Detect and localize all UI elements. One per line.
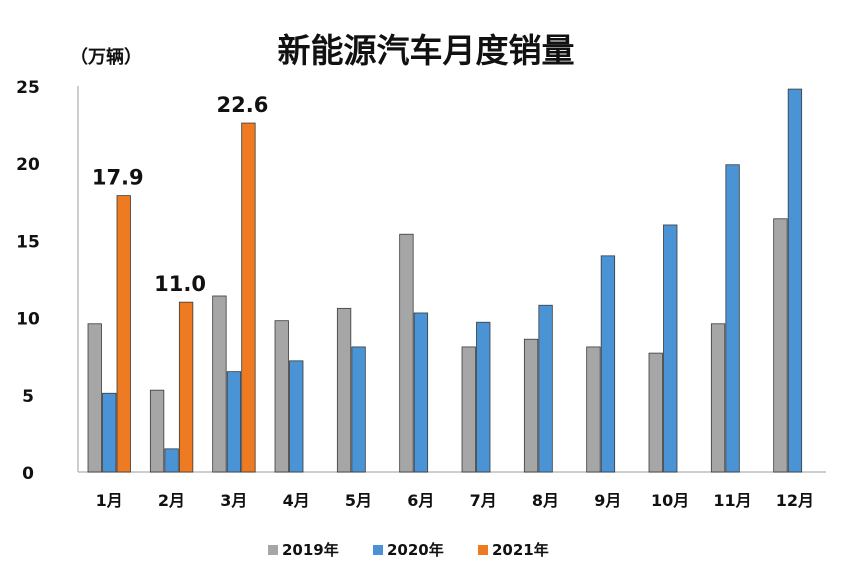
bar-2020年-11月 [725, 164, 740, 473]
legend-label: 2020年 [387, 541, 444, 559]
bar-2019年-11月 [710, 323, 726, 473]
bar-2019年-5月 [336, 307, 352, 473]
bar-2020年-5月 [351, 346, 366, 473]
bar-2021年-2月 [178, 301, 194, 473]
bar-2020年-2月 [164, 448, 179, 473]
bar-2020年-10月 [663, 224, 678, 473]
legend-label: 2021年 [492, 541, 549, 559]
bar-2019年-3月 [212, 295, 227, 473]
bar-2019年-10月 [648, 352, 663, 473]
data-label: 17.9 [92, 166, 144, 190]
bar-2019年-7月 [461, 346, 476, 473]
bar-2019年-8月 [523, 338, 539, 473]
bar-2019年-12月 [773, 218, 788, 473]
y-tick-label: 15 [16, 232, 40, 252]
bar-2019年-9月 [586, 346, 601, 473]
axes-group: 0 5 10 15 20 25 1月 2月 3月 4月 5月 6月 7月 8月 9月 10月 11月 12月 [16, 78, 826, 510]
bar-2020年-7月 [476, 321, 491, 473]
bar-2020年-8月 [538, 304, 553, 473]
y-tick-label: 25 [16, 78, 40, 98]
y-axis-unit-label: （万辆） [70, 47, 142, 68]
bar-2021年-3月 [241, 122, 256, 473]
x-tick-label: 10月 [651, 491, 689, 510]
bar-2019年-6月 [399, 233, 414, 473]
y-tick-label: 5 [22, 387, 34, 407]
data-label: 11.0 [154, 272, 206, 296]
legend-swatch [478, 545, 488, 555]
data-label: 22.6 [217, 93, 269, 117]
y-tick-label: 10 [16, 310, 40, 330]
bar-2020年-3月 [226, 371, 242, 473]
bar-2020年-4月 [289, 360, 304, 473]
y-tick-label: 20 [16, 155, 40, 175]
bar-2020年-6月 [413, 312, 429, 473]
x-tick-label: 1月 [96, 491, 123, 510]
bar-2019年-4月 [274, 320, 289, 473]
y-tick-label: 0 [22, 464, 34, 484]
x-tick-label: 3月 [220, 491, 247, 510]
legend-label: 2019年 [282, 541, 339, 559]
x-tick-label: 4月 [283, 491, 310, 510]
bars-group [87, 88, 803, 473]
bar-2020年-9月 [600, 255, 616, 473]
legend-swatch [268, 545, 278, 555]
x-tick-label: 11月 [713, 491, 751, 510]
x-tick-label: 8月 [532, 491, 559, 510]
legend-swatch [373, 545, 383, 555]
x-tick-label: 7月 [470, 491, 497, 510]
bar-2020年-12月 [787, 88, 803, 473]
chart-title: 新能源汽车月度销量 [277, 31, 575, 70]
bar-2019年-2月 [149, 389, 165, 473]
bar-2019年-1月 [87, 323, 102, 473]
data-labels-group: 17.9 11.0 22.6 [92, 93, 268, 296]
x-tick-label: 2月 [158, 491, 185, 510]
bar-2020年-1月 [102, 392, 117, 473]
x-tick-label: 5月 [345, 491, 372, 510]
legend: 2019年 2020年 2021年 [268, 541, 549, 559]
x-tick-label: 9月 [594, 491, 621, 510]
bar-2021年-1月 [116, 195, 131, 473]
x-tick-label: 12月 [776, 491, 814, 510]
x-tick-label: 6月 [407, 491, 434, 510]
